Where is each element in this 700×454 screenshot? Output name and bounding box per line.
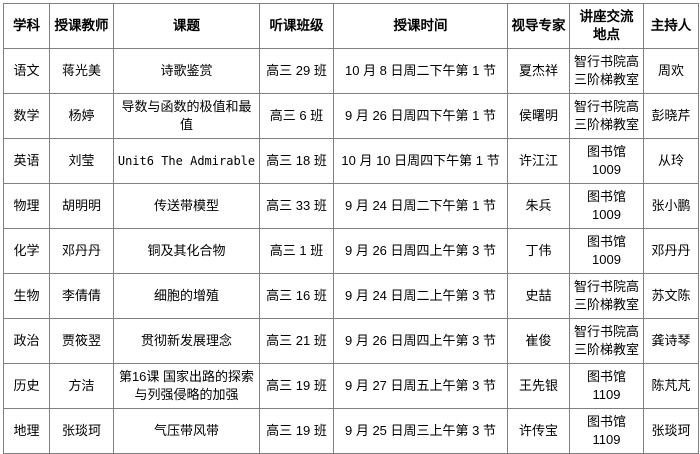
cell-class: 高三 1 班 <box>259 228 334 274</box>
table-row: 英语 刘莹 Unit6 The Admirable 高三 18 班 10 月 10 日周… <box>3 138 699 184</box>
cell-teacher: 李倩倩 <box>49 273 114 319</box>
cell-expert: 许江江 <box>507 138 570 184</box>
cell-subject: 历史 <box>3 363 50 409</box>
cell-expert: 许传宝 <box>507 408 570 454</box>
cell-host: 邓丹丹 <box>643 228 699 274</box>
cell-host: 张琰珂 <box>643 408 699 454</box>
cell-host: 彭晓芹 <box>643 93 699 139</box>
cell-class: 高三 16 班 <box>259 273 334 319</box>
cell-teacher: 贾筱翌 <box>49 318 114 364</box>
column-header-venue: 讲座交流地点 <box>569 3 644 49</box>
cell-class: 高三 19 班 <box>259 363 334 409</box>
cell-teacher: 张琰珂 <box>49 408 114 454</box>
cell-venue: 智行书院高三阶梯教室 <box>569 93 644 139</box>
cell-subject: 数学 <box>3 93 50 139</box>
cell-topic: 传送带模型 <box>113 183 260 229</box>
cell-expert: 史喆 <box>507 273 570 319</box>
cell-venue: 智行书院高三阶梯教室 <box>569 273 644 319</box>
cell-time: 9 月 26 日周四上午第 3 节 <box>333 318 508 364</box>
cell-expert: 朱兵 <box>507 183 570 229</box>
cell-subject: 语文 <box>3 48 50 94</box>
cell-subject: 物理 <box>3 183 50 229</box>
cell-venue: 图书馆 1009 <box>569 183 644 229</box>
cell-expert: 王先银 <box>507 363 570 409</box>
cell-time: 9 月 25 日周三上午第 3 节 <box>333 408 508 454</box>
cell-teacher: 刘莹 <box>49 138 114 184</box>
cell-time: 9 月 26 日周四下午第 1 节 <box>333 93 508 139</box>
cell-host: 苏文陈 <box>643 273 699 319</box>
cell-venue: 图书馆 1009 <box>569 228 644 274</box>
cell-class: 高三 29 班 <box>259 48 334 94</box>
cell-venue: 图书馆 1109 <box>569 363 644 409</box>
cell-venue: 智行书院高三阶梯教室 <box>569 48 644 94</box>
cell-time: 10 月 8 日周二下午第 1 节 <box>333 48 508 94</box>
cell-class: 高三 6 班 <box>259 93 334 139</box>
column-header-host: 主持人 <box>643 3 699 49</box>
cell-topic: 第16课 国家出路的探索与列强侵略的加强 <box>113 363 260 409</box>
table-row: 语文 蒋光美 诗歌鉴赏 高三 29 班 10 月 8 日周二下午第 1 节夏杰祥 智行书院… <box>3 48 699 94</box>
cell-time: 9 月 24 日周二下午第 1 节 <box>333 183 508 229</box>
cell-venue: 图书馆 1109 <box>569 408 644 454</box>
cell-expert: 夏杰祥 <box>507 48 570 94</box>
cell-host: 陈芃芃 <box>643 363 699 409</box>
cell-expert: 丁伟 <box>507 228 570 274</box>
cell-topic: 铜及其化合物 <box>113 228 260 274</box>
cell-topic: 诗歌鉴赏 <box>113 48 260 94</box>
column-header-class: 听课班级 <box>259 3 334 49</box>
cell-topic: 气压带风带 <box>113 408 260 454</box>
cell-venue: 图书馆 1009 <box>569 138 644 184</box>
cell-expert: 侯曙明 <box>507 93 570 139</box>
cell-subject: 政治 <box>3 318 50 364</box>
column-header-topic: 课题 <box>113 3 260 49</box>
cell-teacher: 胡明明 <box>49 183 114 229</box>
cell-time: 9 月 27 日周五上午第 3 节 <box>333 363 508 409</box>
cell-topic: 导数与函数的极值和最值 <box>113 93 260 139</box>
column-header-teacher: 授课教师 <box>49 3 114 49</box>
cell-host: 张小鹏 <box>643 183 699 229</box>
cell-subject: 化学 <box>3 228 50 274</box>
header-row: 学科 授课教师 课题 听课班级 授课时间 视导专家 讲座交流地点 主持人 <box>3 3 699 49</box>
cell-class: 高三 18 班 <box>259 138 334 184</box>
cell-venue: 智行书院高三阶梯教室 <box>569 318 644 364</box>
cell-host: 从玲 <box>643 138 699 184</box>
cell-class: 高三 19 班 <box>259 408 334 454</box>
table-body: 语文 蒋光美 诗歌鉴赏 高三 29 班 10 月 8 日周二下午第 1 节夏杰祥 智行书院… <box>3 48 699 454</box>
cell-expert: 崔俊 <box>507 318 570 364</box>
cell-time: 9 月 26 日周四上午第 3 节 <box>333 228 508 274</box>
schedule-sheet: 学科 授课教师 课题 听课班级 授课时间 视导专家 讲座交流地点 主持人 语文 蒋光美 诗歌鉴赏高… <box>3 3 699 454</box>
cell-subject: 生物 <box>3 273 50 319</box>
column-header-expert: 视导专家 <box>507 3 570 49</box>
cell-teacher: 杨婷 <box>49 93 114 139</box>
cell-class: 高三 33 班 <box>259 183 334 229</box>
cell-host: 周欢 <box>643 48 699 94</box>
column-header-time: 授课时间 <box>333 3 508 49</box>
cell-subject: 地理 <box>3 408 50 454</box>
cell-time: 9 月 24 日周二上午第 3 节 <box>333 273 508 319</box>
cell-teacher: 方洁 <box>49 363 114 409</box>
column-header-subject: 学科 <box>3 3 50 49</box>
cell-teacher: 邓丹丹 <box>49 228 114 274</box>
cell-time: 10 月 10 日周四下午第 1 节 <box>333 138 508 184</box>
teaching-schedule-table: 学科 授课教师 课题 听课班级 授课时间 视导专家 讲座交流地点 主持人 语文 蒋光美 诗歌鉴赏高… <box>3 3 699 454</box>
cell-subject: 英语 <box>3 138 50 184</box>
cell-class: 高三 21 班 <box>259 318 334 364</box>
cell-host: 龚诗琴 <box>643 318 699 364</box>
cell-topic: 细胞的增殖 <box>113 273 260 319</box>
cell-topic: 贯彻新发展理念 <box>113 318 260 364</box>
cell-topic: Unit6 The Admirable <box>113 138 260 184</box>
cell-teacher: 蒋光美 <box>49 48 114 94</box>
table-header: 学科 授课教师 课题 听课班级 授课时间 视导专家 讲座交流地点 主持人 <box>3 3 699 49</box>
